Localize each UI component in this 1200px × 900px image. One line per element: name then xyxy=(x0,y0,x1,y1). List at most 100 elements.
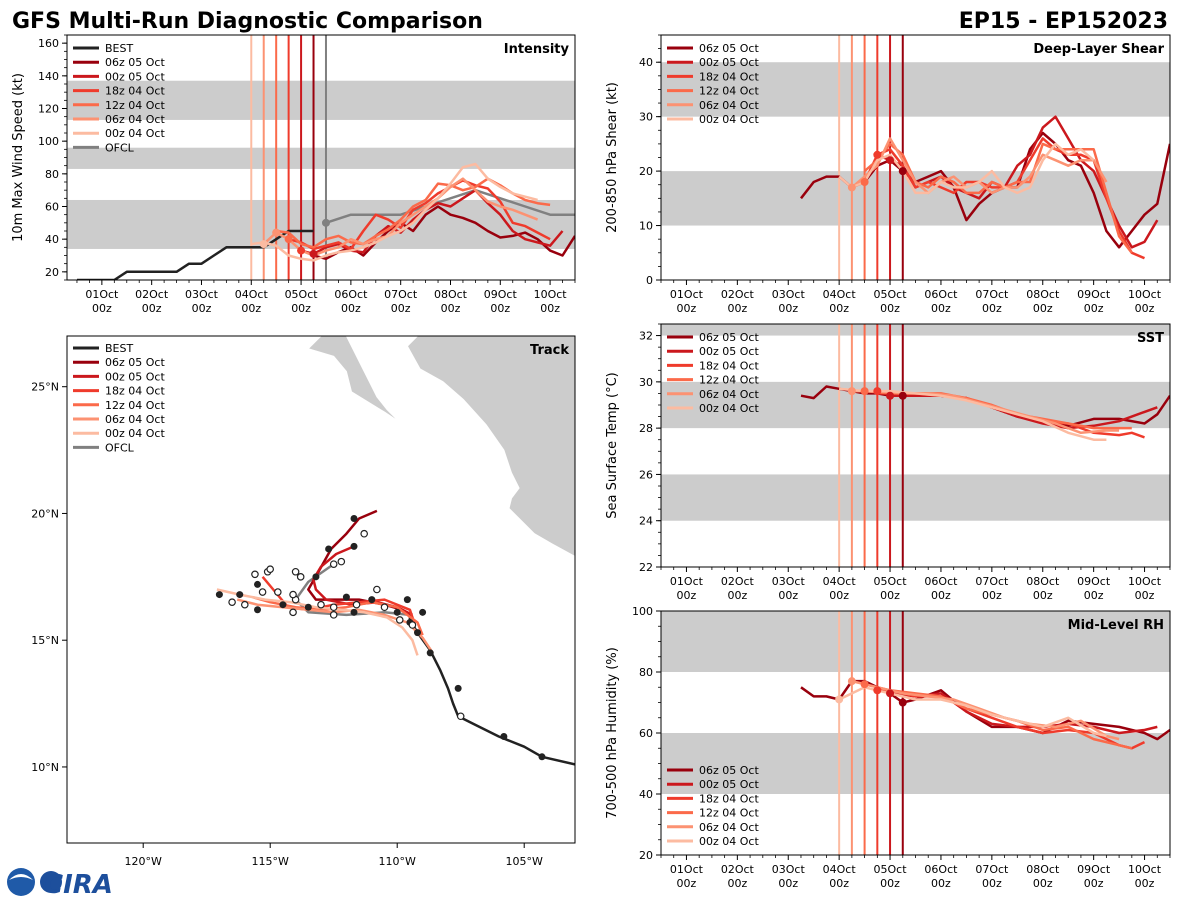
track-point-open-9 xyxy=(289,608,297,617)
intensity-ytick-label-2: 60 xyxy=(45,201,59,214)
shear-xtick-sublabel-7: 00z xyxy=(1033,302,1053,315)
sst-title: SST xyxy=(1137,331,1164,346)
rh-series-4 xyxy=(851,679,1120,741)
rh-legend-label-2: 18z 04 Oct xyxy=(699,792,759,805)
cira-logo: CIRA xyxy=(7,868,113,900)
rh-xtick-label-8: 09Oct xyxy=(1077,863,1111,876)
track-point-open-22 xyxy=(337,557,346,566)
track-point-open-4 xyxy=(373,585,381,594)
rh-plot-area xyxy=(661,611,1170,855)
track-point-open-10 xyxy=(291,567,300,576)
intensity-ytick-label-5: 120 xyxy=(38,103,59,116)
intensity-series-4 xyxy=(288,179,551,251)
sst-xtick-label-6: 07Oct xyxy=(975,575,1009,588)
sst-plot-area xyxy=(661,324,1170,567)
intensity-ytick-label-0: 20 xyxy=(45,266,59,279)
sst-xtick-sublabel-0: 00z xyxy=(677,589,697,602)
intensity-xtick-label-7: 08Oct xyxy=(434,288,468,301)
intensity-xtick-label-4: 05Oct xyxy=(285,288,319,301)
shear-legend-label-4: 06z 04 Oct xyxy=(699,99,759,112)
track-ytick-label-1: 15°N xyxy=(31,634,59,647)
noaa-logo-icon xyxy=(7,868,35,896)
intensity-xtick-sublabel-3: 00z xyxy=(241,302,261,315)
sst-xtick-sublabel-4: 00z xyxy=(880,589,900,602)
shear-marker-4 xyxy=(898,167,907,176)
rh-marker-2 xyxy=(860,680,869,689)
intensity-xtick-sublabel-7: 00z xyxy=(441,302,461,315)
rh-xtick-sublabel-9: 00z xyxy=(1135,877,1155,890)
intensity-plot-area xyxy=(67,35,575,280)
track-panel: 10°N 15°N 20°N 25°N 120°W 115°W 110°W 105°W Trac… xyxy=(31,335,576,868)
shear-ytick-label-3: 30 xyxy=(639,111,653,124)
track-point-open-16 xyxy=(251,570,259,579)
track-point-open-15 xyxy=(266,565,275,574)
shear-xtick-label-0: 01Oct xyxy=(670,288,704,301)
shear-legend-label-3: 12z 04 Oct xyxy=(699,85,759,98)
sst-ytick-label-1: 24 xyxy=(639,515,653,528)
shear-legend-label-5: 00z 04 Oct xyxy=(699,113,759,126)
rh-series-1 xyxy=(889,692,1158,735)
sst-band-2 xyxy=(661,324,1170,336)
track-point-filled-14 xyxy=(279,601,287,609)
shear-marker-0 xyxy=(847,183,856,192)
track-point-open-7 xyxy=(317,600,325,609)
sst-xtick-label-5: 06Oct xyxy=(924,575,958,588)
shear-xtick-sublabel-9: 00z xyxy=(1135,302,1155,315)
rh-xtick-sublabel-7: 00z xyxy=(1033,877,1053,890)
intensity-panel: 2040608010012014016001Oct00z02Oct00z03Oc… xyxy=(11,34,576,315)
sst-xtick-sublabel-6: 00z xyxy=(982,589,1002,602)
track-point-filled-22 xyxy=(350,542,358,550)
shear-xtick-sublabel-2: 00z xyxy=(778,302,798,315)
shear-ytick-label-1: 10 xyxy=(639,220,653,233)
track-legend-label-1: 06z 05 Oct xyxy=(105,356,165,369)
intensity-xtick-sublabel-9: 00z xyxy=(540,302,560,315)
shear-panel: 01020304001Oct00z02Oct00z03Oct00z04Oct00… xyxy=(605,34,1171,315)
shear-xtick-label-3: 04Oct xyxy=(823,288,857,301)
sst-xtick-label-8: 09Oct xyxy=(1077,575,1111,588)
rh-ytick-label-4: 100 xyxy=(632,605,653,618)
track-series-0 xyxy=(408,614,575,766)
track-point-filled-15 xyxy=(254,606,261,614)
sst-ytick-label-3: 28 xyxy=(639,422,653,435)
intensity-xtick-sublabel-2: 00z xyxy=(192,302,212,315)
rh-marker-4 xyxy=(886,689,895,698)
rh-legend-label-5: 00z 04 Oct xyxy=(699,835,759,848)
cira-globe-icon xyxy=(40,871,62,893)
intensity-marker-0 xyxy=(259,240,268,249)
shear-marker-3 xyxy=(886,156,895,165)
track-series-1 xyxy=(294,563,411,617)
sst-legend-label-3: 12z 04 Oct xyxy=(699,374,759,387)
track-ytick-label-2: 20°N xyxy=(31,507,59,520)
intensity-series-1 xyxy=(325,188,575,224)
sst-marker-2 xyxy=(873,387,882,396)
track-point-open-11 xyxy=(289,590,297,599)
track-series-5 xyxy=(252,595,424,636)
rh-xtick-label-1: 02Oct xyxy=(721,863,755,876)
track-legend-label-0: BEST xyxy=(105,342,133,355)
sst-ylabel: Sea Surface Temp (°C) xyxy=(605,372,620,519)
rh-legend-label-0: 06z 05 Oct xyxy=(699,764,759,777)
intensity-xtick-label-9: 10Oct xyxy=(534,288,568,301)
intensity-xtick-label-6: 07Oct xyxy=(384,288,418,301)
rh-xtick-sublabel-6: 00z xyxy=(982,877,1002,890)
intensity-xtick-label-3: 04Oct xyxy=(235,288,269,301)
intensity-xtick-sublabel-8: 00z xyxy=(490,302,510,315)
rh-marker-5 xyxy=(898,698,907,707)
track-point-filled-11 xyxy=(342,593,350,601)
sst-marker-4 xyxy=(898,391,907,400)
track-legend-label-3: 18z 04 Oct xyxy=(105,385,165,398)
shear-xtick-label-7: 08Oct xyxy=(1026,288,1060,301)
track-point-filled-10 xyxy=(350,608,358,616)
track-point-open-13 xyxy=(258,588,267,596)
intensity-xtick-sublabel-5: 00z xyxy=(341,302,361,315)
rh-xtick-label-9: 10Oct xyxy=(1128,863,1162,876)
track-xtick-label-1: 115°W xyxy=(252,855,289,868)
sst-xtick-label-2: 03Oct xyxy=(772,575,806,588)
rh-legend-label-3: 12z 04 Oct xyxy=(699,807,759,820)
track-point-filled-3 xyxy=(426,649,434,657)
track-point-open-5 xyxy=(352,600,361,609)
intensity-xtick-sublabel-0: 00z xyxy=(92,302,112,315)
